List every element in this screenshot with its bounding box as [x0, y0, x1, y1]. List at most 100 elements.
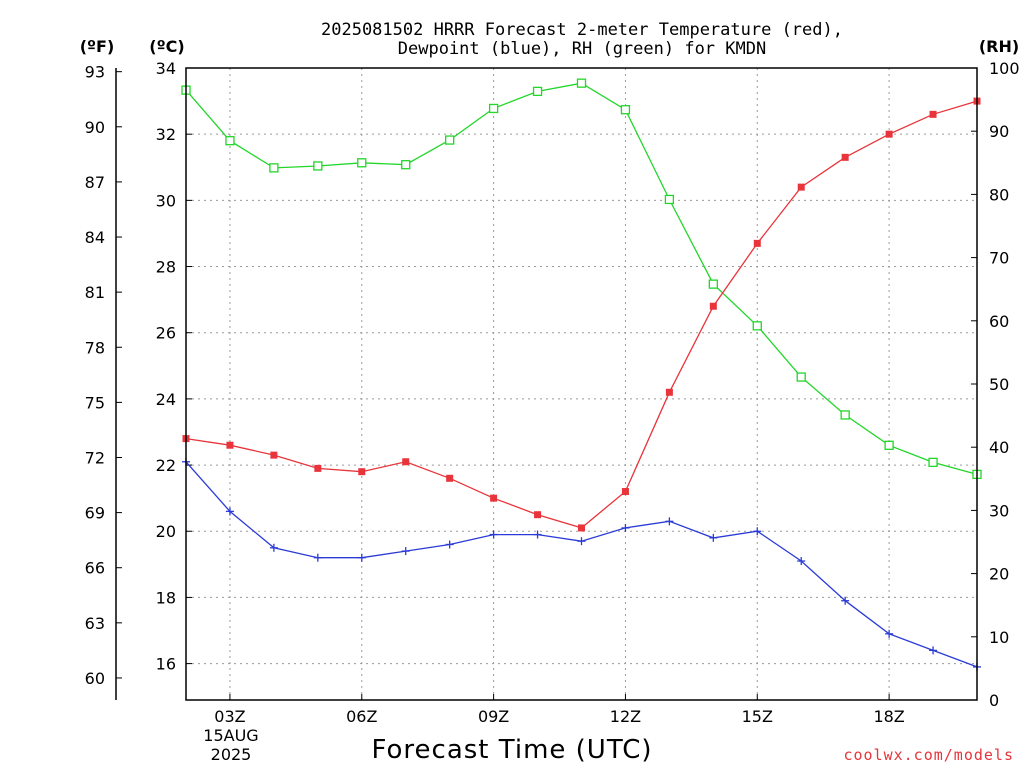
rh-tick-label: 80 [989, 185, 1009, 204]
fahrenheit-tick-label: 66 [85, 559, 105, 578]
rh-point [840, 410, 850, 420]
fahrenheit-tick-label: 75 [85, 393, 105, 412]
temperature-point [446, 474, 454, 482]
rh-tick-label: 70 [989, 249, 1009, 268]
temperature-point [226, 441, 234, 449]
dewpoint-point [621, 523, 630, 532]
fahrenheit-tick-label: 93 [85, 63, 105, 82]
dewpoint-point [313, 553, 322, 562]
rh-point [401, 160, 411, 170]
time-tick-label: 18Z [873, 707, 904, 726]
rh-point [752, 321, 762, 331]
time-axis-ticks: 03Z 06Z 09Z 12Z 15Z 18Z [214, 694, 905, 726]
dewpoint-point [225, 507, 234, 516]
date-label-day: 15AUG [203, 726, 258, 745]
rh-point [796, 372, 806, 382]
celsius-tick-label: 24 [156, 390, 176, 409]
rh-point [708, 279, 718, 289]
rh-point [313, 161, 323, 171]
temperature-point [358, 468, 366, 476]
celsius-tick-label: 20 [156, 522, 176, 541]
celsius-tick-label: 18 [156, 588, 176, 607]
credit-label: coolwx.com/models [843, 746, 1014, 764]
rh-line [185, 82, 978, 476]
x-axis-label: Forecast Time (UTC) [371, 735, 652, 765]
rh-point [357, 158, 367, 168]
rh-tick-label: 40 [989, 438, 1009, 457]
unit-rh: (RH) [979, 37, 1019, 56]
rh-point [445, 135, 455, 145]
dewpoint-point [533, 530, 542, 539]
dewpoint-point [401, 547, 410, 556]
fahrenheit-tick-label: 87 [85, 173, 105, 192]
rh-tick-label: 10 [989, 628, 1009, 647]
dewpoint-point [665, 517, 674, 526]
rh-tick-label: 60 [989, 312, 1009, 331]
rh-series [181, 78, 982, 480]
celsius-tick-label: 22 [156, 456, 176, 475]
temperature-line [185, 100, 978, 529]
fahrenheit-tick-label: 72 [85, 448, 105, 467]
unit-fahrenheit: (ºF) [80, 37, 115, 56]
rh-point [488, 103, 499, 114]
rh-tick-label: 30 [989, 501, 1009, 520]
temperature-point [929, 110, 937, 118]
rh-point [884, 440, 894, 450]
dewpoint-point [929, 646, 938, 655]
temperature-point [841, 153, 849, 161]
dewpoint-point [885, 629, 894, 638]
date-label-year: 2025 [211, 745, 252, 764]
chart-title-line2: Dewpoint (blue), RH (green) for KMDN [398, 39, 766, 59]
rh-point [225, 136, 235, 146]
celsius-tick-label: 26 [156, 324, 176, 343]
rh-tick-label: 20 [989, 565, 1009, 584]
rh-tick-label: 0 [989, 691, 999, 710]
plot-frame [185, 67, 978, 701]
dewpoint-point [753, 527, 762, 536]
temperature-point [885, 130, 893, 138]
time-tick-label: 09Z [478, 707, 509, 726]
chart-title-line1: 2025081502 HRRR Forecast 2-meter Tempera… [321, 20, 843, 40]
dewpoint-point [797, 557, 806, 566]
temperature-point [665, 388, 673, 396]
fahrenheit-tick-label: 78 [85, 338, 105, 357]
temperature-point [490, 494, 498, 502]
rh-tick-label: 50 [989, 375, 1009, 394]
dewpoint-point [577, 537, 586, 546]
time-tick-label: 06Z [346, 707, 377, 726]
temperature-series [182, 97, 981, 532]
celsius-tick-label: 30 [156, 191, 176, 210]
rh-point [576, 78, 587, 88]
dewpoint-point [489, 530, 498, 539]
time-tick-label: 12Z [610, 707, 641, 726]
celsius-axis-ticks: 34 32 30 28 26 24 22 20 18 16 [156, 59, 192, 674]
temperature-point [709, 302, 717, 310]
fahrenheit-axis-ticks: 93 90 87 84 81 78 75 72 69 66 63 60 [85, 63, 122, 688]
fahrenheit-tick-label: 63 [85, 614, 105, 633]
grid-lines [186, 67, 977, 700]
unit-celsius: (ºC) [149, 37, 184, 56]
rh-point [532, 86, 543, 97]
time-tick-label: 03Z [214, 707, 245, 726]
temperature-point [270, 451, 278, 459]
temperature-point [534, 511, 542, 519]
temperature-point [402, 458, 410, 466]
dewpoint-point [709, 533, 718, 542]
fahrenheit-tick-label: 81 [85, 283, 105, 302]
dewpoint-line [185, 461, 978, 668]
rh-tick-label: 90 [989, 122, 1009, 141]
temperature-point [621, 488, 629, 496]
dewpoint-series [182, 457, 981, 671]
celsius-tick-label: 34 [156, 59, 176, 78]
fahrenheit-tick-label: 84 [85, 228, 105, 247]
rh-point [664, 194, 675, 205]
temperature-point [578, 524, 585, 532]
dewpoint-point [445, 540, 454, 549]
celsius-tick-label: 32 [156, 125, 176, 144]
time-tick-label: 15Z [742, 707, 773, 726]
rh-point [928, 457, 938, 468]
celsius-tick-label: 16 [156, 655, 176, 674]
rh-tick-label: 100 [989, 59, 1020, 78]
